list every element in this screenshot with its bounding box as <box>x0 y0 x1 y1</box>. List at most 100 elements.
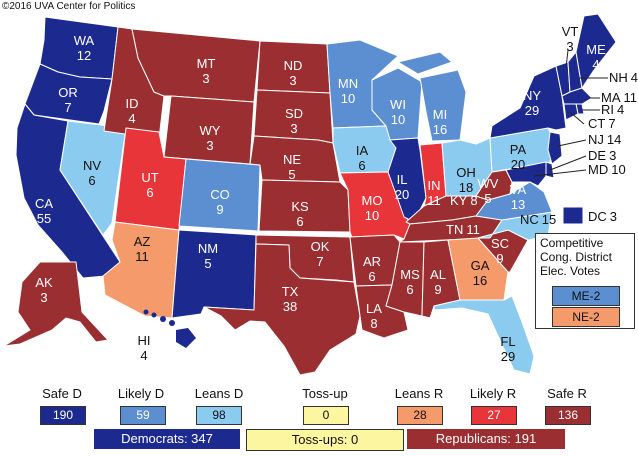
state-AK[interactable] <box>3 261 109 347</box>
legend-label-safe-d: Safe D <box>42 386 82 401</box>
legend-label-tossup: Toss-up <box>302 386 348 401</box>
district-me-2[interactable]: ME-2 <box>552 286 620 306</box>
state-abbr-oh: OH <box>456 165 476 180</box>
state-abbr-wv: WV <box>478 176 499 191</box>
state-votes-la: 8 <box>370 316 377 331</box>
state-HI[interactable] <box>143 309 197 349</box>
state-votes-vt: 3 <box>566 39 573 54</box>
state-abbr-vt: VT <box>562 24 579 39</box>
state-TX[interactable] <box>203 243 361 376</box>
state-votes-oh: 18 <box>459 180 473 195</box>
state-label-ma: MA 11 <box>601 90 637 105</box>
legend-value-likely-d: 59 <box>120 406 166 425</box>
state-votes: 15 <box>542 212 556 227</box>
state-abbr-co: CO <box>210 187 230 202</box>
state-votes-mi: 16 <box>433 122 447 137</box>
state-label-dc: DC 3 <box>588 209 617 224</box>
state-NY[interactable] <box>489 65 567 139</box>
state-GA[interactable] <box>447 237 509 301</box>
state-label-ct: CT 7 <box>588 116 616 131</box>
state-votes-ak: 3 <box>40 290 47 305</box>
state-votes-nd: 3 <box>289 73 296 88</box>
state-abbr: NC <box>520 212 539 227</box>
state-votes-az: 11 <box>135 249 149 264</box>
total-republicans: Republicans: 191 <box>407 429 565 449</box>
state-abbr-nd: ND <box>284 58 303 73</box>
leader-lines <box>533 49 608 177</box>
state-votes-pa: 20 <box>511 157 525 172</box>
state-votes-me: 4 <box>592 57 599 72</box>
state-label-nc: NC 15 <box>520 212 556 227</box>
state-abbr-in: IN <box>428 178 441 193</box>
state-abbr-ne: NE <box>283 152 301 167</box>
state-DC[interactable] <box>562 206 584 225</box>
district-ne-2[interactable]: NE-2 <box>552 307 620 327</box>
state-votes: 4 <box>617 102 624 117</box>
state-label-de: DE 3 <box>588 148 616 163</box>
state-votes: 3 <box>610 209 617 224</box>
state-abbr-mn: MN <box>338 76 358 91</box>
state-votes-ia: 6 <box>358 158 365 173</box>
state-abbr: MD <box>588 162 608 177</box>
state-abbr-fl: FL <box>500 334 515 349</box>
state-CO[interactable] <box>178 158 261 232</box>
state-votes-il: 20 <box>395 187 409 202</box>
state-label-tn: TN 11 <box>446 222 480 237</box>
state-votes-or: 7 <box>64 100 71 115</box>
state-abbr: NJ <box>588 132 604 147</box>
legend-value-likely-r: 27 <box>471 406 517 425</box>
state-abbr-mo: MO <box>362 193 383 208</box>
state-votes: 3 <box>609 148 616 163</box>
state-abbr-il: IL <box>397 172 408 187</box>
state-abbr-sc: SC <box>491 236 509 251</box>
state-abbr: RI <box>601 102 614 117</box>
state-abbr-ga: GA <box>471 258 490 273</box>
state-FL[interactable] <box>433 295 535 375</box>
state-votes-wa: 12 <box>77 48 91 63</box>
state-abbr-mt: MT <box>197 56 216 71</box>
state-abbr-va: VA <box>510 182 527 197</box>
rating-legend: Safe D Likely D Leans D Toss-up Leans R … <box>0 382 638 456</box>
state-votes-id: 4 <box>128 111 135 126</box>
state-votes-ny: 29 <box>525 103 539 118</box>
state-abbr-wy: WY <box>200 123 221 138</box>
state-label-nh: NH 4 <box>609 70 638 85</box>
state-votes-in: 11 <box>427 193 441 208</box>
state-votes-fl: 29 <box>501 349 515 364</box>
state-votes: 11 <box>624 90 638 105</box>
state-abbr-nm: NM <box>198 241 218 256</box>
legend-label-safe-r: Safe R <box>547 386 587 401</box>
state-votes-sc: 9 <box>496 251 503 266</box>
state-abbr-wi: WI <box>390 97 406 112</box>
state-votes-tx: 38 <box>283 299 297 314</box>
legend-value-leans-r: 28 <box>397 406 443 425</box>
state-abbr: KY <box>450 193 468 208</box>
state-NJ[interactable] <box>547 131 563 165</box>
state-votes-nm: 5 <box>204 256 211 271</box>
legend-value-safe-r: 136 <box>545 406 591 425</box>
state-votes-va: 13 <box>511 197 525 212</box>
state-abbr-la: LA <box>366 301 382 316</box>
state-abbr-nv: NV <box>83 158 101 173</box>
state-abbr-ok: OK <box>311 239 330 254</box>
state-CT[interactable] <box>563 103 579 121</box>
legend-label-leans-r: Leans R <box>394 386 444 401</box>
state-abbr-mi: MI <box>433 107 447 122</box>
state-votes-al: 9 <box>434 282 441 297</box>
state-abbr-pa: PA <box>510 142 527 157</box>
state-votes-mn: 10 <box>341 91 355 106</box>
state-votes: 8 <box>470 193 477 208</box>
legend-value-safe-d: 190 <box>40 406 86 425</box>
state-MD[interactable] <box>505 161 547 187</box>
state-abbr: DE <box>588 148 606 163</box>
state-votes-mt: 3 <box>202 71 209 86</box>
competitive-title-line: Cong. District <box>540 250 613 264</box>
state-abbr-id: ID <box>126 96 139 111</box>
legend-label-likely-r: Likely R <box>469 386 517 401</box>
state-abbr: NH <box>609 70 628 85</box>
state-abbr-or: OR <box>58 85 78 100</box>
state-votes-ms: 6 <box>406 282 413 297</box>
state-votes: 10 <box>611 162 625 177</box>
state-votes-wy: 3 <box>206 138 213 153</box>
